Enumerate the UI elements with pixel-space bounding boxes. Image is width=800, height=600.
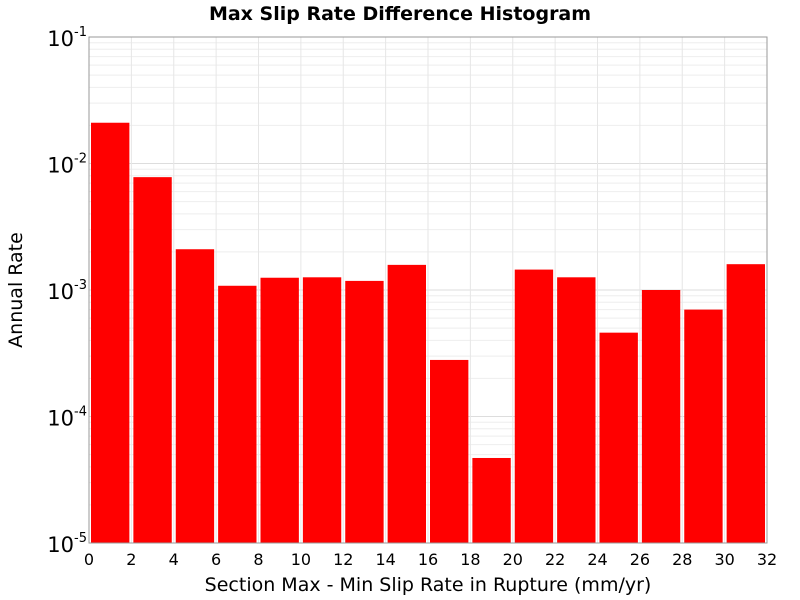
y-tick-label: 10-3 — [47, 278, 87, 304]
x-tick-label: 10 — [291, 550, 311, 569]
histogram-bar — [260, 277, 299, 543]
histogram-bar — [345, 280, 384, 543]
histogram-bar — [430, 359, 469, 543]
histogram-bar — [218, 285, 257, 543]
x-tick-label: 18 — [460, 550, 480, 569]
histogram-bar — [91, 122, 130, 543]
y-tick-label: 10-2 — [47, 152, 87, 178]
x-tick-label: 32 — [757, 550, 777, 569]
x-tick-label: 2 — [126, 550, 136, 569]
y-tick-label: 10-4 — [47, 405, 87, 431]
x-tick-label: 20 — [503, 550, 523, 569]
chart-title: Max Slip Rate Difference Histogram — [209, 3, 591, 25]
histogram-bar — [514, 269, 554, 543]
x-tick-label: 8 — [253, 550, 263, 569]
x-tick-label: 26 — [630, 550, 650, 569]
histogram-bar — [641, 290, 681, 543]
histogram-bar — [133, 177, 172, 544]
x-tick-label: 28 — [672, 550, 692, 569]
histogram-bar — [599, 332, 638, 543]
bars — [91, 122, 765, 544]
histogram-bar — [557, 277, 596, 543]
x-axis-label: Section Max - Min Slip Rate in Rupture (… — [205, 574, 652, 596]
y-tick-labels: 10-5 10-4 10-3 10-2 10-1 — [47, 25, 87, 557]
x-tick-label: 14 — [375, 550, 395, 569]
y-tick-label: 10-1 — [47, 25, 87, 51]
y-axis-label: Annual Rate — [5, 232, 27, 348]
x-tick-label: 0 — [84, 550, 94, 569]
x-tick-labels: 0 2 4 6 8 10 12 14 16 18 20 22 24 26 28 30 32 — [84, 550, 777, 569]
x-tick-label: 4 — [169, 550, 179, 569]
histogram-bar — [684, 309, 723, 543]
histogram-bar — [472, 457, 511, 543]
plot-frame — [88, 36, 768, 544]
histogram-bar — [175, 249, 215, 543]
histogram-bar — [726, 264, 765, 543]
y-tick-label: 10-5 — [47, 531, 87, 557]
x-tick-label: 6 — [211, 550, 221, 569]
x-tick-label: 24 — [587, 550, 607, 569]
x-tick-label: 16 — [418, 550, 438, 569]
x-tick-label: 12 — [333, 550, 353, 569]
histogram-bar — [302, 277, 342, 543]
x-tick-label: 30 — [714, 550, 734, 569]
x-tick-label: 22 — [545, 550, 565, 569]
histogram-bar — [387, 264, 426, 543]
